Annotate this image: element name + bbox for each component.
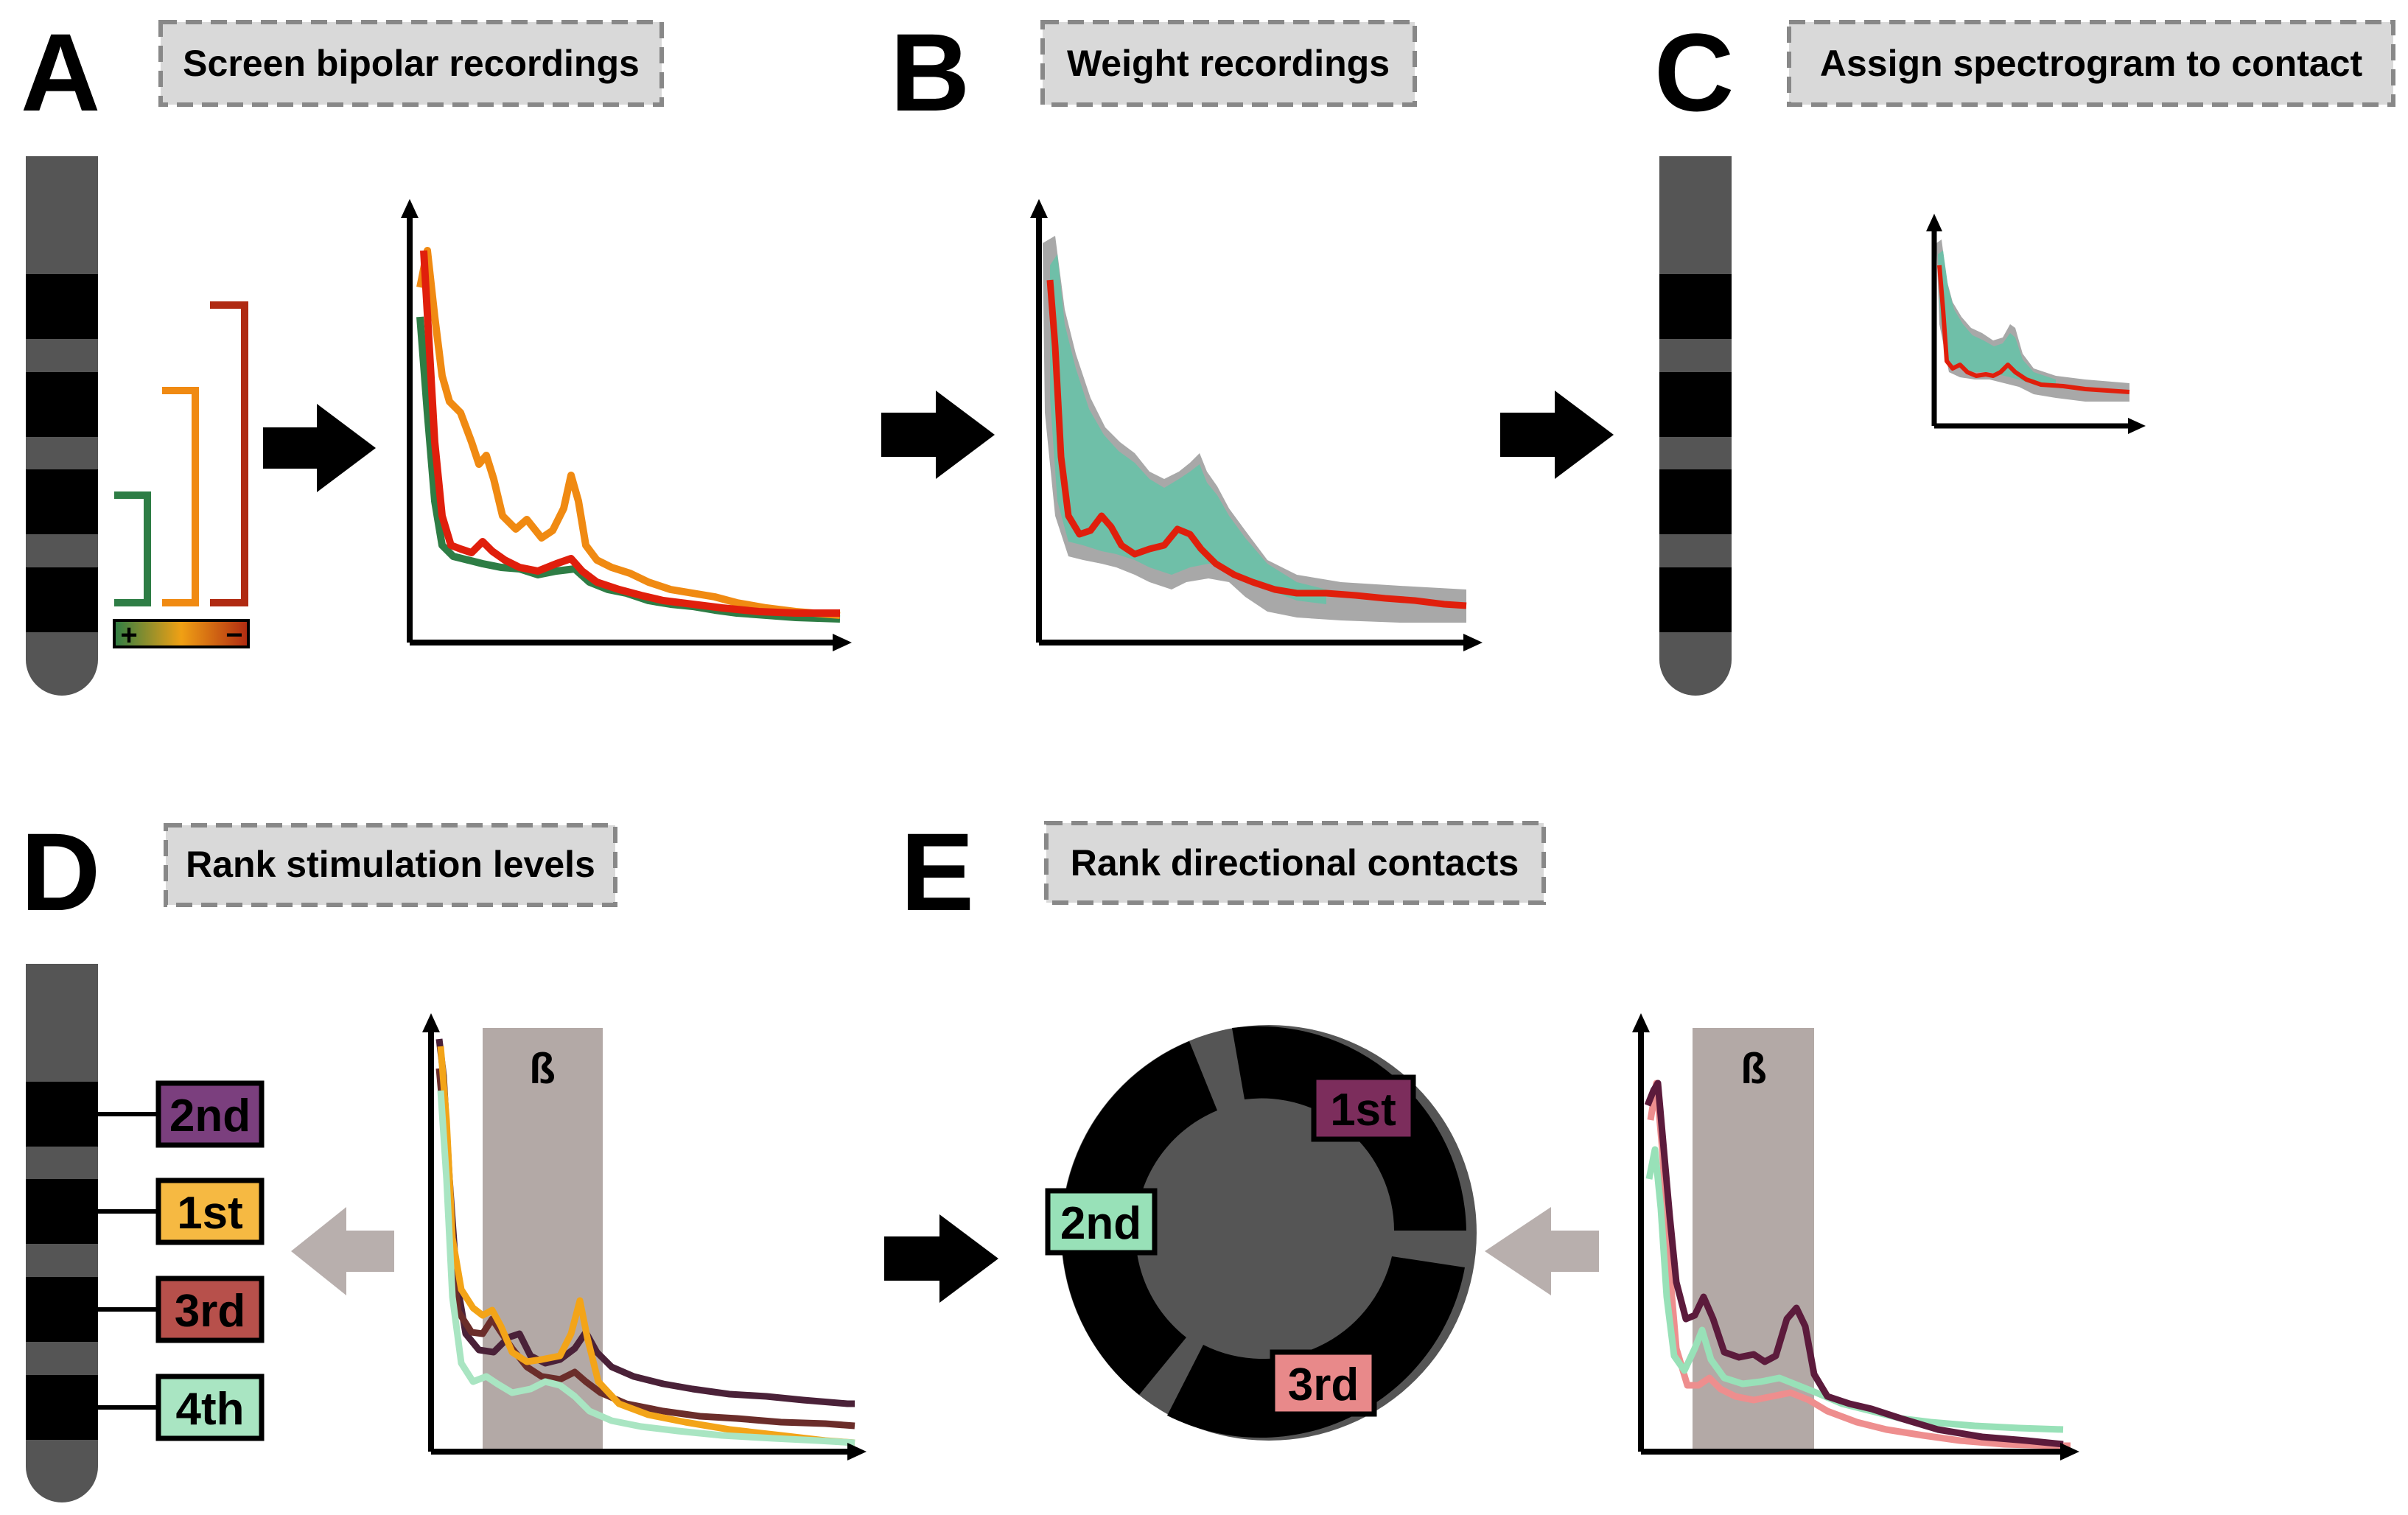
plot-a-x-arrowhead: [833, 634, 852, 651]
wheel-segment-3: [1167, 1256, 1465, 1438]
level-tag-box-1: [155, 1080, 265, 1148]
level-tag-label-3: 3rd: [175, 1286, 245, 1337]
panel-letter-a: A: [21, 10, 100, 134]
arrow-a-to-plot: [263, 404, 376, 492]
arrow-d-gray: [291, 1207, 394, 1295]
plot-b-teal-envelope: [1050, 254, 1326, 604]
level-tag-3: 3rd: [98, 1276, 265, 1343]
contact-a-4: [26, 567, 98, 632]
plot-e-trace-salmon: [1647, 1080, 2071, 1449]
level-tag-box-4: [155, 1374, 265, 1441]
plot-d-trace-mint: [437, 1090, 855, 1446]
title-box-c: [1787, 20, 2395, 107]
contact-d-1: [26, 1082, 98, 1147]
contact-a-1: [26, 274, 98, 339]
level-tag-label-1: 2nd: [169, 1091, 251, 1141]
direction-tag-1: 1st: [1311, 1074, 1416, 1142]
plot-d-beta-label: ß: [529, 1045, 555, 1093]
plot-c-y-arrowhead: [1926, 214, 1942, 231]
direction-tag-label-2: 2nd: [1060, 1198, 1141, 1249]
level-tag-2: 1st: [98, 1178, 265, 1245]
plot-e-x-arrowhead: [2060, 1443, 2079, 1460]
title-box-d: [164, 823, 617, 907]
contact-c-2: [1659, 372, 1732, 437]
plot-a-trace-red: [420, 250, 840, 617]
plot-b-y-arrowhead: [1030, 199, 1048, 218]
level-tag-label-2: 1st: [177, 1188, 243, 1239]
direction-tag-2: 2nd: [1045, 1188, 1158, 1256]
panel-c: C Assign spectrogram to contact: [1500, 10, 2395, 696]
contact-c-3: [1659, 469, 1732, 534]
arrow-b-in: [881, 391, 995, 479]
panel-letter-c: C: [1654, 10, 1734, 134]
level-tag-box-3: [155, 1276, 265, 1343]
arrow-c-in: [1500, 391, 1614, 479]
plot-b: [1030, 199, 1483, 651]
plot-e-y-arrowhead: [1632, 1013, 1650, 1032]
panel-title-d: Rank stimulation levels: [186, 844, 595, 885]
plot-e-beta-label: ß: [1740, 1045, 1766, 1093]
electrode-d: [26, 964, 98, 1502]
title-box-a: [158, 20, 664, 107]
direction-tag-3: 3rd: [1270, 1349, 1377, 1417]
panel-title-a: Screen bipolar recordings: [183, 43, 640, 84]
panel-a: A Screen bipolar recordings + −: [21, 10, 852, 696]
plot-b-x-arrowhead: [1463, 634, 1483, 651]
plot-d-trace-yellow: [437, 1046, 855, 1446]
plot-b-trace-red: [1046, 279, 1467, 609]
bracket-green: [114, 491, 151, 606]
contact-d-2: [26, 1179, 98, 1244]
arrow-e-in: [884, 1214, 998, 1303]
direction-tag-label-3: 3rd: [1288, 1360, 1359, 1410]
plot-c-trace-red: [1937, 265, 2130, 394]
level-tag-4: 4th: [98, 1374, 265, 1441]
direction-tag-label-1: 1st: [1330, 1085, 1396, 1136]
bracket-red: [210, 301, 248, 606]
contact-c-1: [1659, 274, 1732, 339]
polarity-plus: +: [120, 619, 137, 651]
plot-d: ß: [422, 1013, 867, 1460]
title-box-e: [1044, 821, 1546, 905]
panel-letter-e: E: [900, 810, 974, 934]
panel-title-b: Weight recordings: [1067, 43, 1390, 84]
polarity-bar: [113, 619, 250, 648]
polarity-minus: −: [225, 619, 242, 651]
panel-d: D Rank stimulation levels 2nd 1st 3rd: [21, 810, 867, 1502]
panel-b: B Weight recordings: [881, 10, 1483, 651]
plot-c-mini: [1926, 214, 2148, 434]
panel-title-c: Assign spectrogram to contact: [1820, 43, 2363, 84]
level-tag-box-2: [155, 1178, 265, 1245]
contact-a-3: [26, 469, 98, 534]
plot-a: [401, 199, 852, 651]
direction-tag-box-3: [1270, 1349, 1377, 1417]
plot-a-trace-orange: [416, 247, 841, 619]
wheel-segment-2: [1061, 1041, 1217, 1395]
electrode-a: [26, 156, 98, 696]
plot-d-x-arrowhead: [847, 1443, 867, 1460]
electrode-c: [1659, 156, 1732, 696]
plot-c-teal-envelope: [1938, 251, 2056, 387]
plot-d-trace-brown: [435, 1068, 855, 1430]
contact-d-4: [26, 1375, 98, 1440]
level-tag-label-4: 4th: [176, 1384, 245, 1435]
plot-a-y-arrowhead: [401, 199, 419, 218]
panel-title-e: Rank directional contacts: [1071, 842, 1519, 884]
contact-a-2: [26, 372, 98, 437]
arrow-e-gray: [1485, 1207, 1599, 1295]
panel-e: E Rank directional contacts 1st 2nd 3rd: [884, 810, 2079, 1460]
contact-d-3: [26, 1277, 98, 1342]
panel-letter-b: B: [890, 10, 970, 134]
direction-tag-box-2: [1045, 1188, 1158, 1256]
plot-e: ß: [1632, 1013, 2079, 1460]
plot-e-trace-maroon: [1644, 1080, 2064, 1448]
title-box-b: [1040, 20, 1417, 107]
bracket-orange: [162, 387, 199, 606]
plot-d-y-arrowhead: [422, 1013, 440, 1032]
plot-c-x-arrowhead: [2128, 418, 2146, 434]
level-tag-1: 2nd: [98, 1080, 265, 1148]
contact-c-4: [1659, 567, 1732, 632]
direction-tag-box-1: [1311, 1074, 1416, 1142]
panel-letter-d: D: [21, 810, 100, 934]
